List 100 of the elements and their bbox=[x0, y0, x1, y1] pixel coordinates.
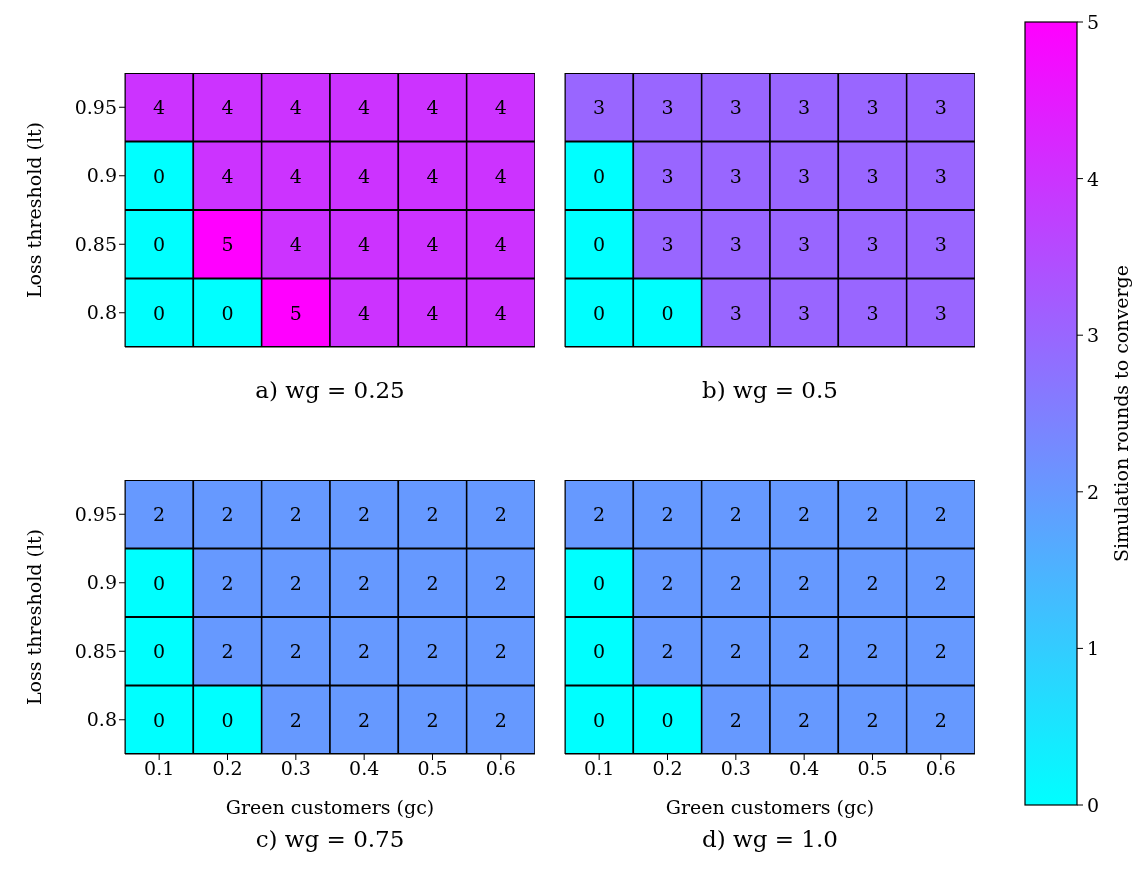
color-bar-label: 1 bbox=[1087, 637, 1100, 660]
data-label: 0 bbox=[153, 571, 166, 594]
data-label: 2 bbox=[661, 503, 674, 526]
data-label: 0 bbox=[153, 164, 166, 187]
color-bar-label: 3 bbox=[1087, 324, 1100, 347]
data-label: 2 bbox=[289, 571, 302, 594]
data-label: 3 bbox=[798, 164, 811, 187]
data-label: 2 bbox=[729, 503, 742, 526]
y-axis-title: Loss threshold (lt) bbox=[22, 121, 45, 299]
data-label: 3 bbox=[661, 233, 674, 256]
y-axis-title: Loss threshold (lt) bbox=[22, 528, 45, 706]
data-label: 4 bbox=[153, 96, 166, 119]
data-label: 4 bbox=[494, 96, 507, 119]
x-tick-label: 0.3 bbox=[280, 757, 311, 780]
x-tick-label: 0.6 bbox=[485, 757, 516, 780]
x-tick-label: 0.5 bbox=[857, 757, 888, 780]
data-label: 0 bbox=[593, 640, 606, 663]
data-label: 3 bbox=[729, 96, 742, 119]
color-bar-label: 5 bbox=[1087, 11, 1100, 33]
x-tick-label: 0.1 bbox=[144, 757, 175, 780]
y-tick-label: 0.85 bbox=[74, 639, 117, 662]
color-bar-label: 4 bbox=[1087, 167, 1100, 190]
data-label: 3 bbox=[866, 164, 879, 187]
data-label: 3 bbox=[866, 233, 879, 256]
x-tick-label: 0.4 bbox=[349, 757, 380, 780]
data-label: 2 bbox=[426, 571, 439, 594]
data-label: 4 bbox=[494, 164, 507, 187]
data-label: 4 bbox=[221, 96, 234, 119]
data-label: 4 bbox=[358, 233, 371, 256]
x-axis-title: Green customers (gc) bbox=[665, 796, 875, 818]
data-label: 2 bbox=[798, 708, 811, 731]
data-label: 2 bbox=[358, 571, 371, 594]
data-label: 2 bbox=[729, 640, 742, 663]
data-label: 2 bbox=[221, 640, 234, 663]
data-label: 2 bbox=[934, 708, 947, 731]
x-tick-label: 0.2 bbox=[212, 757, 243, 780]
data-label: 0 bbox=[661, 708, 674, 731]
text: d) wg = 1.0 bbox=[701, 826, 839, 852]
data-label: 2 bbox=[358, 708, 371, 731]
data-label: 3 bbox=[934, 301, 947, 324]
data-label: 3 bbox=[798, 233, 811, 256]
data-label: 4 bbox=[289, 233, 302, 256]
data-label: 3 bbox=[593, 96, 606, 119]
data-label: 2 bbox=[426, 503, 439, 526]
data-label: 5 bbox=[289, 301, 302, 324]
data-label: 2 bbox=[494, 640, 507, 663]
data-label: 0 bbox=[221, 708, 234, 731]
y-tick-label: 0.8 bbox=[86, 301, 117, 324]
data-label: 4 bbox=[494, 233, 507, 256]
x-tick-label: 0.5 bbox=[417, 757, 448, 780]
data-label: 2 bbox=[934, 640, 947, 663]
data-label: 0 bbox=[593, 164, 606, 187]
data-label: 3 bbox=[934, 96, 947, 119]
data-label: 2 bbox=[934, 571, 947, 594]
data-label: 2 bbox=[221, 571, 234, 594]
data-label: 3 bbox=[934, 233, 947, 256]
data-label: 4 bbox=[358, 301, 371, 324]
data-label: 4 bbox=[289, 164, 302, 187]
data-label: 3 bbox=[729, 233, 742, 256]
data-label: 0 bbox=[593, 233, 606, 256]
y-tick-label: 0.95 bbox=[74, 95, 117, 118]
data-label: 2 bbox=[494, 503, 507, 526]
data-label: 2 bbox=[358, 503, 371, 526]
data-label: 4 bbox=[289, 96, 302, 119]
data-label: 2 bbox=[729, 571, 742, 594]
data-label: 4 bbox=[221, 164, 234, 187]
data-label: 3 bbox=[661, 96, 674, 119]
data-label: 2 bbox=[661, 571, 674, 594]
data-label: 4 bbox=[426, 233, 439, 256]
data-label: 3 bbox=[798, 96, 811, 119]
data-label: 0 bbox=[153, 301, 166, 324]
text: a) wg = 0.25 bbox=[254, 377, 406, 403]
data-label: 3 bbox=[729, 164, 742, 187]
color-bar-title: Simulation rounds to converge bbox=[1110, 264, 1132, 563]
x-tick-label: 0.6 bbox=[925, 757, 956, 780]
data-label: 2 bbox=[289, 708, 302, 731]
data-label: 2 bbox=[153, 503, 166, 526]
data-label: 4 bbox=[426, 96, 439, 119]
data-label: 2 bbox=[426, 640, 439, 663]
data-label: 0 bbox=[593, 301, 606, 324]
text: b) wg = 0.5 bbox=[701, 377, 839, 403]
data-label: 2 bbox=[494, 708, 507, 731]
data-label: 2 bbox=[866, 571, 879, 594]
data-label: 2 bbox=[798, 503, 811, 526]
y-tick-label: 0.9 bbox=[86, 571, 117, 594]
data-label: 4 bbox=[426, 301, 439, 324]
data-label: 2 bbox=[426, 708, 439, 731]
data-label: 2 bbox=[934, 503, 947, 526]
data-label: 3 bbox=[729, 301, 742, 324]
data-label: 2 bbox=[866, 708, 879, 731]
x-tick-label: 0.3 bbox=[720, 757, 751, 780]
x-tick-label: 0.1 bbox=[584, 757, 615, 780]
data-label: 3 bbox=[934, 164, 947, 187]
data-label: 5 bbox=[221, 233, 234, 256]
data-label: 2 bbox=[729, 708, 742, 731]
data-label: 3 bbox=[866, 96, 879, 119]
data-label: 2 bbox=[798, 571, 811, 594]
data-label: 2 bbox=[866, 503, 879, 526]
data-label: 4 bbox=[358, 96, 371, 119]
data-label: 0 bbox=[153, 233, 166, 256]
